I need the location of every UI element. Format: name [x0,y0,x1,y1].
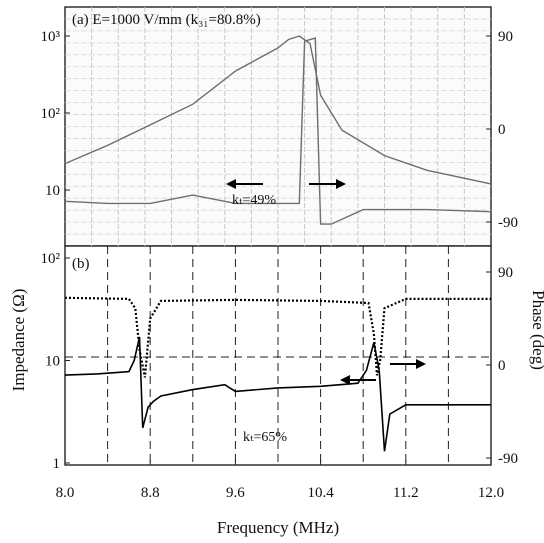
panel-a-grid [65,7,491,246]
panel-b-phase-series [64,296,491,378]
series-layer [64,35,492,452]
x-tick-label: 8.8 [141,485,160,501]
x-tick-label: 9.6 [226,485,245,501]
y-left-tick-label: 10² [41,251,61,267]
y-axis-title-right: Phase (deg) [529,290,544,370]
y-left-tick-label: 10² [41,106,61,122]
panel-a-title: (a) E=1000 V/mm (k₃₁=80.8%) [72,12,261,28]
y-right-tick-label: 0 [498,358,506,374]
panel-b-impedance-series [64,336,491,452]
y-axis-title-left: Impedance (Ω) [9,289,28,392]
panel-b-impedance-arrow [340,375,376,385]
panel-a-phase-series [64,37,492,225]
ticks-layer: 10³ 10² 10 90 0 -90 10² 10 1 90 0 -90 8.0 8.8 9.6 10.4 1… [41,29,519,501]
y-left-tick-label: 10 [45,354,60,370]
x-axis-title: Frequency (MHz) [217,518,339,537]
y-right-tick-label: 90 [498,29,513,45]
x-tick-label: 12.0 [478,485,504,501]
panel-b-kt-annotation: kₜ=65% [243,430,287,445]
y-left-tick-label: 10 [45,183,60,199]
x-tick-label: 11.2 [393,485,419,501]
y-right-tick-label: -90 [498,451,518,467]
y-right-tick-label: 0 [498,122,506,138]
x-tick-label: 10.4 [307,485,334,501]
y-left-tick-label: 1 [53,456,61,472]
panel-b-grid [65,246,491,465]
x-tick-label: 8.0 [56,485,75,501]
y-left-tick-label: 10³ [41,29,61,45]
panel-b-label: (b) [72,256,90,272]
panel-b-phase-arrow [390,359,426,369]
panel-a-impedance-arrow [226,179,263,189]
panel-a-impedance-series [64,35,492,185]
y-right-tick-label: 90 [498,265,513,281]
panel-a-phase-arrow [309,179,346,189]
y-right-tick-label: -90 [498,215,518,231]
panel-a-kt-annotation: kₜ=49% [232,193,276,208]
